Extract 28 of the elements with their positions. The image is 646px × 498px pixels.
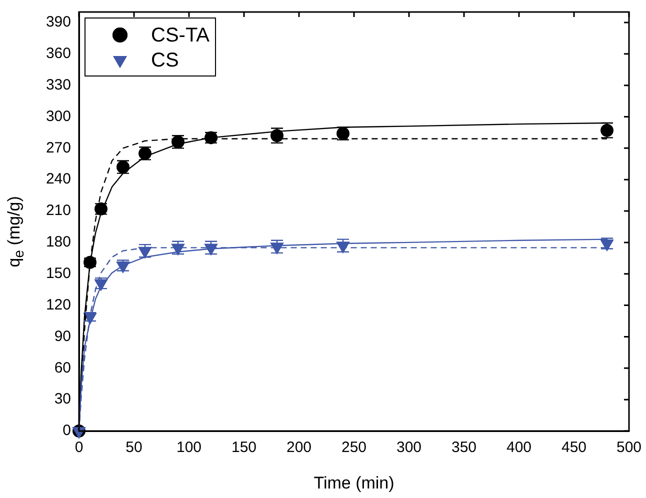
x-tick-label: 450 <box>561 439 587 456</box>
x-tick-label: 300 <box>396 439 422 456</box>
y-tick-label: 0 <box>62 422 71 440</box>
y-tick-label: 180 <box>46 234 71 251</box>
x-axis-title: Time (min) <box>314 473 394 492</box>
y-tick-label: 150 <box>46 265 71 282</box>
y-tick-label: 240 <box>46 170 71 188</box>
y-tick-label: 390 <box>46 14 71 31</box>
x-tick-label: 200 <box>286 439 312 456</box>
legend-label: CS-TA <box>151 24 210 47</box>
y-tick-label: 120 <box>46 296 71 314</box>
x-tick-label: 150 <box>231 439 257 456</box>
x-tick-label: 400 <box>506 439 532 456</box>
x-tick-label: 250 <box>341 439 367 456</box>
y-tick-label: 330 <box>46 76 71 94</box>
x-tick-label: 100 <box>176 439 202 456</box>
x-tick-label: 0 <box>74 439 84 456</box>
y-tick-label: 300 <box>46 108 71 125</box>
y-tick-label: 270 <box>46 139 71 156</box>
x-tick-label: 50 <box>126 439 142 456</box>
x-tick-label: 500 <box>616 439 642 456</box>
y-tick-label: 90 <box>54 328 71 345</box>
legend-label: CS <box>151 50 179 72</box>
x-tick-label: 350 <box>451 439 477 456</box>
y-tick-label: 360 <box>46 45 71 62</box>
y-tick-label: 210 <box>46 202 71 220</box>
y-tick-label: 30 <box>54 390 71 408</box>
y-tick-label: 60 <box>54 359 71 376</box>
